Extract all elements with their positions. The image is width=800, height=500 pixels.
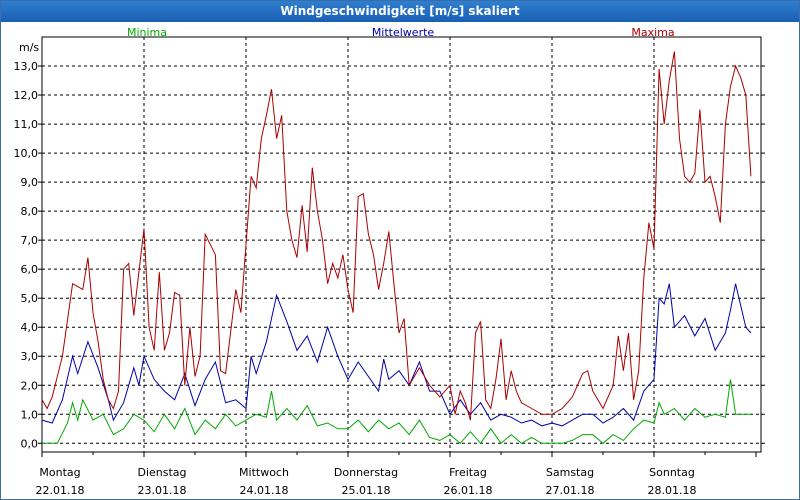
y-tick-label: 5,0 xyxy=(21,292,39,305)
y-tick-label: 6,0 xyxy=(21,263,39,276)
y-axis-unit-label: m/s xyxy=(19,41,39,54)
y-tick-label: 12,0 xyxy=(14,89,39,102)
y-tick-label: 4,0 xyxy=(21,321,39,334)
y-axis: 0,0 1,0 2,0 3,0 4,0 5,0 6,0 7,0 8,0 9,0 10,0 11,0 12… xyxy=(14,60,765,450)
x-date-label: 24.01.18 xyxy=(240,484,289,497)
x-axis: Montag 22.01.18 Dienstag 23.01.18 Mittwoch 24… xyxy=(36,452,757,497)
x-day-label: Montag xyxy=(39,466,80,479)
series-line-minima xyxy=(42,379,751,445)
chart-title: Windgeschwindigkeit [m/s] skaliert xyxy=(1,1,799,22)
legend-minima: Minima xyxy=(127,26,167,39)
series-lines xyxy=(41,51,752,445)
x-date-label: 23.01.18 xyxy=(138,484,187,497)
series-line-mittelwerte xyxy=(41,283,752,427)
x-date-label: 22.01.18 xyxy=(36,484,85,497)
series-line-maxima xyxy=(41,51,752,421)
y-tick-label: 0,0 xyxy=(21,437,39,450)
x-date-label: 27.01.18 xyxy=(546,484,595,497)
y-tick-label: 1,0 xyxy=(21,408,39,421)
y-tick-label: 9,0 xyxy=(21,176,39,189)
legend-mittelwerte: Mittelwerte xyxy=(372,26,435,39)
plot-area xyxy=(41,36,762,453)
x-day-label: Sonntag xyxy=(649,466,695,479)
x-date-label: 28.01.18 xyxy=(648,484,697,497)
x-day-label: Donnerstag xyxy=(334,466,398,479)
y-tick-label: 8,0 xyxy=(21,205,39,218)
x-day-label: Mittwoch xyxy=(239,466,289,479)
x-date-label: 26.01.18 xyxy=(444,484,493,497)
wind-speed-chart: 0,0 1,0 2,0 3,0 4,0 5,0 6,0 7,0 8,0 9,0 10,0 11,0 12… xyxy=(14,26,765,497)
y-tick-label: 10,0 xyxy=(14,147,39,160)
y-tick-label: 2,0 xyxy=(21,379,39,392)
y-tick-label: 11,0 xyxy=(14,118,39,131)
x-date-label: 25.01.18 xyxy=(342,484,391,497)
y-tick-label: 3,0 xyxy=(21,350,39,363)
y-tick-label: 7,0 xyxy=(21,234,39,247)
x-day-label: Dienstag xyxy=(137,466,186,479)
y-tick-label: 13,0 xyxy=(14,60,39,73)
x-day-label: Freitag xyxy=(449,466,487,479)
legend-maxima: Maxima xyxy=(631,26,674,39)
x-day-label: Samstag xyxy=(546,466,594,479)
